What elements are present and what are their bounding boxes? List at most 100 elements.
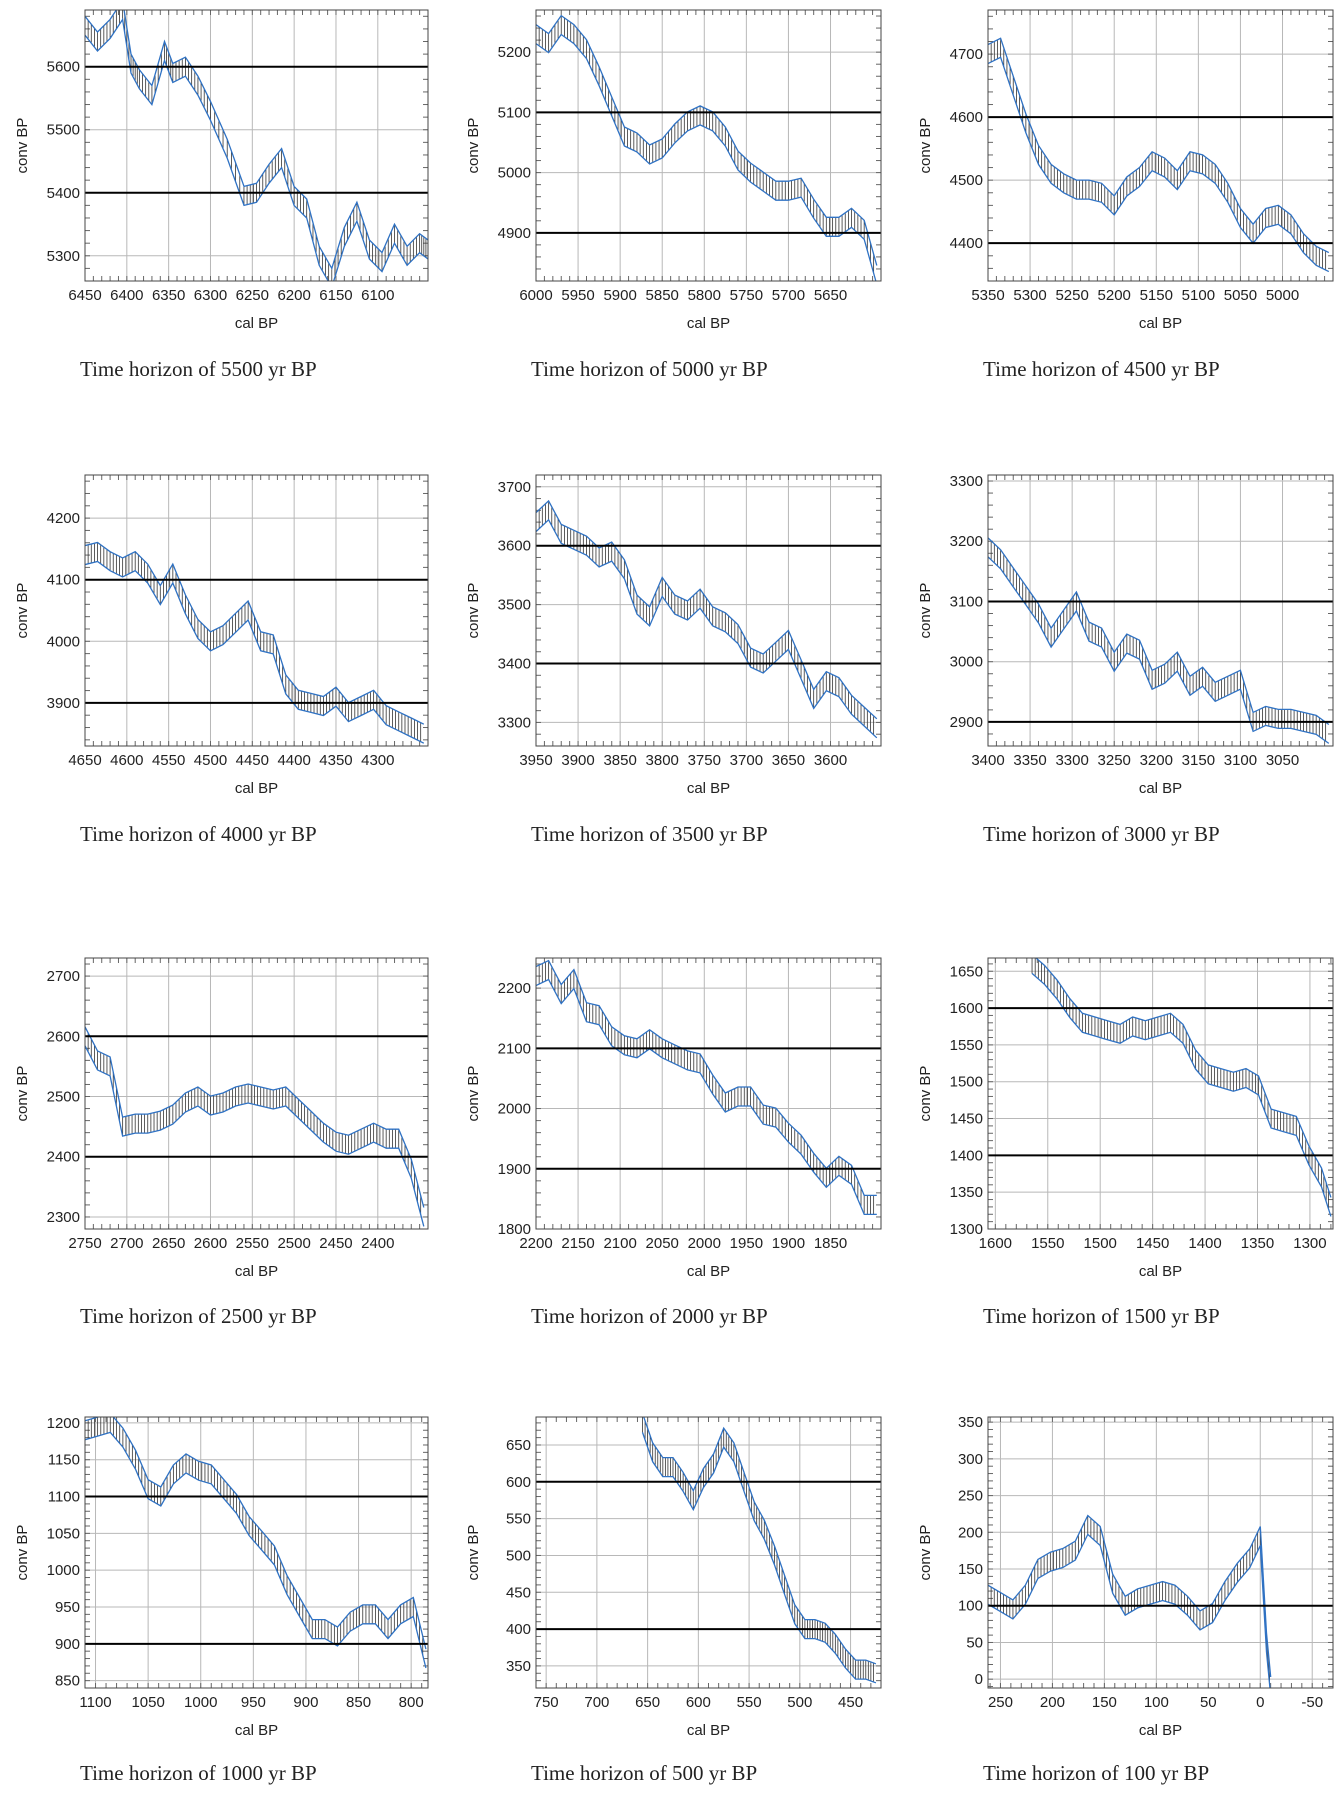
x-tick-label: 5750 xyxy=(730,287,763,304)
x-tick-label: 3250 xyxy=(1098,752,1131,769)
x-tick-label: 1950 xyxy=(730,1235,763,1252)
x-tick-label: 1900 xyxy=(772,1235,805,1252)
x-tick-label: 3400 xyxy=(971,752,1004,769)
y-tick-label: 3200 xyxy=(950,533,983,550)
y-tick-label: 1550 xyxy=(950,1037,983,1054)
y-tick-label: 5600 xyxy=(47,59,80,76)
minor-ticks xyxy=(987,10,1334,282)
x-tick-label: 3750 xyxy=(688,752,721,769)
upper-curve xyxy=(536,499,878,720)
x-tick-label: 3300 xyxy=(1055,752,1088,769)
calibration-band xyxy=(1031,958,1332,1217)
x-tick-label: 4600 xyxy=(110,752,143,769)
upper-curve xyxy=(85,1417,427,1650)
y-tick-label: 3000 xyxy=(950,654,983,671)
y-tick-label: 4400 xyxy=(950,235,983,252)
lower-curve xyxy=(1031,972,1332,1217)
x-tick-label: 650 xyxy=(635,1694,660,1711)
y-tick-label: 250 xyxy=(958,1488,983,1505)
panel-caption: Time horizon of 3000 yr BP xyxy=(983,822,1220,846)
x-tick-label: 3800 xyxy=(646,752,679,769)
calibration-band xyxy=(988,1514,1272,1688)
upper-curve xyxy=(85,10,428,271)
y-tick-label: 2000 xyxy=(498,1101,531,1118)
y-tick-label: 650 xyxy=(506,1437,531,1454)
x-tick-label: 6250 xyxy=(236,287,269,304)
x-tick-label: 2150 xyxy=(561,1235,594,1252)
chart-svg: 750 700 650 600 550 500 450 350 400 450 500 550 600 6… xyxy=(465,1416,882,1739)
x-tick-label: 1100 xyxy=(79,1694,111,1711)
calibration-band xyxy=(85,1417,427,1669)
upper-curve xyxy=(536,14,878,266)
y-tick-label: 450 xyxy=(506,1584,531,1601)
chart-svg: 5350 5300 5250 5200 5150 5100 5050 5000 4400 4500… xyxy=(917,9,1334,332)
x-tick-label: 3600 xyxy=(814,752,847,769)
calibration-band xyxy=(536,959,877,1216)
y-tick-label: 2600 xyxy=(47,1028,80,1045)
y-tick-label: 850 xyxy=(55,1673,80,1690)
y-tick-label: 2500 xyxy=(47,1089,80,1106)
y-axis-label: conv BP xyxy=(14,1066,31,1122)
x-tick-label: 3700 xyxy=(730,752,763,769)
x-tick-label: 550 xyxy=(737,1694,762,1711)
y-tick-label: 1050 xyxy=(47,1525,80,1542)
x-tick-label: 6000 xyxy=(519,287,552,304)
x-tick-label: 900 xyxy=(293,1694,318,1711)
x-tick-label: 6350 xyxy=(152,287,185,304)
x-tick-label: 4550 xyxy=(152,752,185,769)
y-axis-label: conv BP xyxy=(917,583,934,639)
y-tick-label: 1150 xyxy=(48,1452,80,1469)
y-axis-label: conv BP xyxy=(14,118,31,174)
lower-curve xyxy=(85,17,428,281)
x-tick-label: 250 xyxy=(988,1694,1013,1711)
y-tick-label: 1000 xyxy=(47,1562,80,1579)
x-tick-label: 2400 xyxy=(361,1235,394,1252)
y-tick-label: 400 xyxy=(506,1621,531,1638)
x-tick-label: 5100 xyxy=(1182,287,1215,304)
y-tick-label: 3100 xyxy=(950,593,983,610)
x-tick-label: 4400 xyxy=(277,752,310,769)
minor-ticks xyxy=(84,1417,428,1689)
y-tick-label: 100 xyxy=(958,1598,983,1615)
x-tick-label: 2550 xyxy=(236,1235,269,1252)
grid xyxy=(535,10,881,281)
x-tick-label: 200 xyxy=(1040,1694,1065,1711)
chart-svg: 4650 4600 4550 4500 4450 4400 4350 4300 3900 4000… xyxy=(14,474,429,797)
chart-svg: 6450 6400 6350 6300 6250 6200 6150 6100 5300 5400… xyxy=(14,9,429,332)
x-axis-label: cal BP xyxy=(687,315,730,332)
y-tick-label: 1400 xyxy=(950,1147,983,1164)
y-tick-label: 5300 xyxy=(47,248,80,265)
lower-curve xyxy=(988,556,1330,744)
x-axis-label: cal BP xyxy=(1139,780,1182,797)
x-tick-label: 1600 xyxy=(979,1235,1012,1252)
x-tick-label: 2700 xyxy=(110,1235,143,1252)
y-tick-label: 1900 xyxy=(498,1161,531,1178)
y-tick-label: 300 xyxy=(958,1451,983,1468)
x-tick-label: 5250 xyxy=(1055,287,1088,304)
panel-caption: Time horizon of 3500 yr BP xyxy=(531,822,768,846)
plot-frame xyxy=(987,1416,1334,1689)
grid xyxy=(535,958,881,1230)
panel-caption: Time horizon of 100 yr BP xyxy=(983,1761,1210,1785)
y-tick-label: 150 xyxy=(958,1561,983,1578)
x-tick-label: 100 xyxy=(1144,1694,1169,1711)
x-tick-label: 3350 xyxy=(1013,752,1046,769)
y-tick-label: 200 xyxy=(958,1524,983,1541)
x-tick-label: 3850 xyxy=(603,752,636,769)
upper-curve xyxy=(536,959,877,1197)
x-tick-label: 6300 xyxy=(194,287,227,304)
x-axis-label: cal BP xyxy=(235,780,278,797)
x-axis-label: cal BP xyxy=(235,315,278,332)
y-tick-label: 4900 xyxy=(498,225,531,242)
x-tick-label: 4650 xyxy=(68,752,101,769)
x-axis-label: cal BP xyxy=(235,1722,278,1739)
y-tick-label: 1500 xyxy=(950,1074,983,1091)
x-tick-label: 450 xyxy=(838,1694,863,1711)
upper-curve xyxy=(643,1417,877,1665)
panel-caption: Time horizon of 1500 yr BP xyxy=(983,1304,1220,1328)
y-tick-label: 4200 xyxy=(47,510,80,527)
y-tick-label: 1350 xyxy=(950,1184,983,1201)
x-tick-label: 4350 xyxy=(319,752,352,769)
y-axis-label: conv BP xyxy=(14,1525,31,1581)
